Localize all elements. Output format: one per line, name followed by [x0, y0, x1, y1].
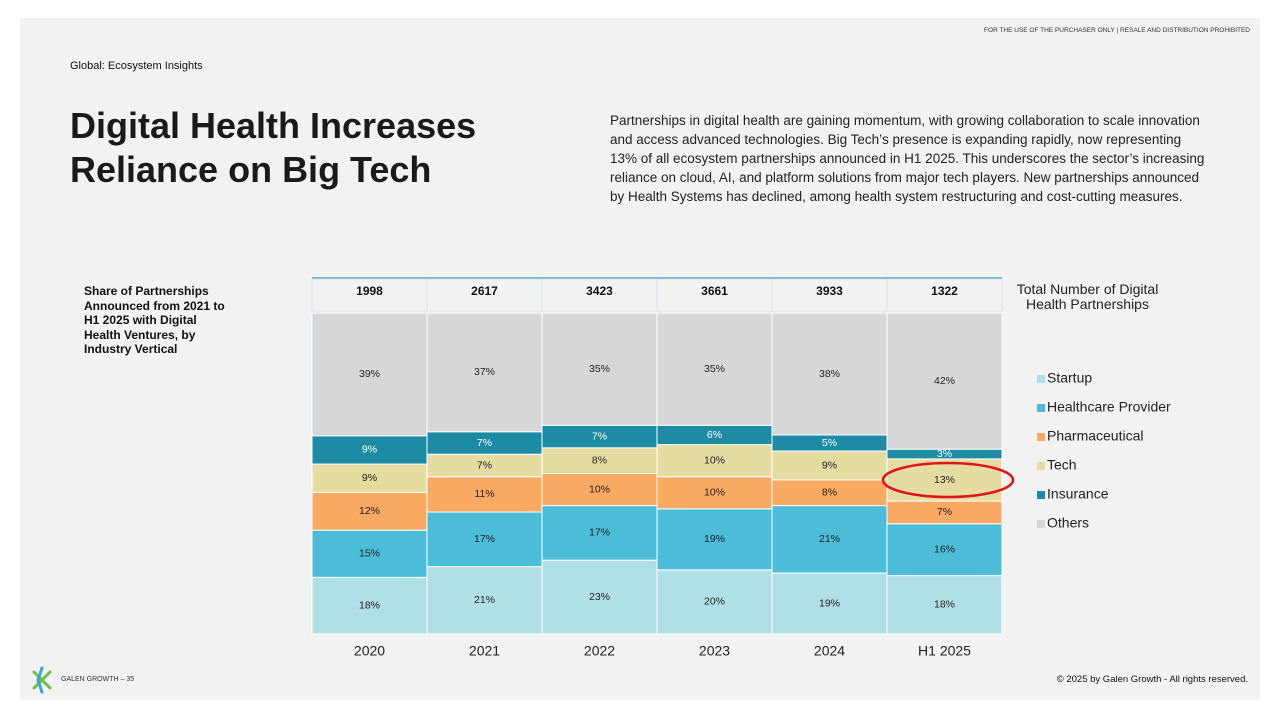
bar-segment: [426, 312, 543, 433]
segment-label: 17%: [589, 527, 610, 539]
x-tick-label: 2021: [469, 643, 500, 659]
segment-label: 20%: [704, 596, 725, 608]
bar-segment: [886, 523, 1003, 577]
x-tick-label: 2023: [699, 643, 730, 659]
total-value: 3933: [816, 284, 843, 298]
segment-label: 37%: [474, 366, 495, 378]
segment-label: 10%: [589, 483, 610, 495]
legend-swatch: [1037, 462, 1045, 470]
segment-label: 19%: [704, 533, 725, 545]
segment-label: 9%: [822, 459, 837, 471]
legend-swatch: [1037, 433, 1045, 441]
bar-segment: [656, 508, 773, 571]
total-value: 1322: [931, 284, 958, 298]
footer-left: GALEN GROWTH – 35: [61, 676, 135, 683]
total-value: 2617: [471, 284, 498, 298]
segment-label: 38%: [819, 368, 840, 380]
bar-segment: [311, 463, 428, 493]
legend-label: Others: [1047, 515, 1089, 531]
total-value: 3661: [701, 284, 728, 298]
segment-label: 9%: [362, 472, 377, 484]
segment-label: 9%: [362, 444, 377, 456]
legend-swatch: [1037, 375, 1045, 383]
segment-label: 5%: [822, 437, 837, 449]
segment-label: 39%: [359, 368, 380, 380]
highlight-ellipse: [881, 461, 1015, 499]
segment-label: 23%: [589, 591, 610, 603]
totals-cell: [886, 278, 1003, 313]
disclaimer: FOR THE USE OF THE PURCHASER ONLY | RESA…: [984, 27, 1250, 34]
segment-label: 6%: [707, 429, 722, 441]
slide-title: Digital Health Increases Reliance on Big…: [70, 105, 477, 190]
bar-segment: [541, 312, 658, 426]
bar-segment: [311, 312, 428, 437]
bar-segment: [886, 312, 1003, 450]
segment-label: 19%: [819, 597, 840, 609]
segment-label: 35%: [704, 363, 725, 375]
legend-label: Healthcare Provider: [1047, 399, 1171, 415]
legend-label: Startup: [1047, 370, 1092, 386]
segment-label: 11%: [474, 488, 494, 500]
x-tick-label: 2020: [354, 643, 385, 659]
bar-segment: [771, 312, 888, 436]
bar-segment: [541, 473, 658, 507]
bar-segment: [311, 491, 428, 531]
x-tick-label: 2024: [814, 643, 845, 659]
totals-cell: [771, 278, 888, 313]
segment-label: 18%: [934, 599, 955, 611]
total-value: 1998: [356, 284, 383, 298]
segment-label: 15%: [359, 548, 380, 560]
segment-label: 35%: [589, 363, 610, 375]
segment-label: 10%: [704, 487, 725, 499]
segment-label: 8%: [822, 487, 837, 499]
segment-label: 17%: [474, 533, 495, 545]
bar-segment: [771, 505, 888, 574]
x-tick-label: 2022: [584, 643, 615, 659]
bar-segment: [656, 569, 773, 635]
footer-right: © 2025 by Galen Growth - All rights rese…: [1056, 674, 1248, 685]
legend-swatch: [1037, 491, 1045, 499]
segment-label: 10%: [704, 454, 725, 466]
chart-title: Share of Partnerships Announced from 202…: [84, 284, 225, 356]
segment-label: 42%: [934, 375, 955, 387]
segment-label: 7%: [592, 430, 607, 442]
totals-cell: [541, 278, 658, 313]
legend-label: Insurance: [1047, 486, 1109, 502]
segment-label: 16%: [934, 543, 955, 555]
legend-swatch: [1037, 520, 1045, 528]
segment-label: 7%: [477, 437, 492, 449]
segment-label: 8%: [592, 454, 607, 466]
segment-label: 21%: [819, 533, 840, 545]
segment-label: 21%: [474, 594, 495, 606]
segment-label: 13%: [934, 474, 955, 486]
totals-cell: [311, 278, 428, 313]
segment-label: 18%: [359, 599, 380, 611]
bar-segment: [541, 559, 658, 635]
legend-label: Tech: [1047, 457, 1077, 473]
x-tick-label: H1 2025: [918, 643, 971, 659]
segment-label: 3%: [937, 448, 952, 460]
kicker: Global: Ecosystem Insights: [70, 60, 203, 72]
legend-label: Pharmaceutical: [1047, 428, 1144, 444]
bar-segment: [426, 511, 543, 568]
total-value: 3423: [586, 284, 613, 298]
legend-swatch: [1037, 404, 1045, 412]
segment-label: 12%: [359, 505, 380, 517]
segment-label: 7%: [937, 506, 952, 518]
bar-segment: [656, 476, 773, 510]
bar-segment: [426, 476, 543, 513]
segment-label: 7%: [477, 459, 492, 471]
bar-segment: [771, 450, 888, 481]
totals-cell: [426, 278, 543, 313]
bar-segment: [311, 435, 428, 465]
body-text: Partnerships in digital health are gaini…: [610, 113, 1205, 204]
logo: [32, 666, 52, 694]
totals-label: Total Number of Digital Health Partnersh…: [1016, 281, 1159, 312]
